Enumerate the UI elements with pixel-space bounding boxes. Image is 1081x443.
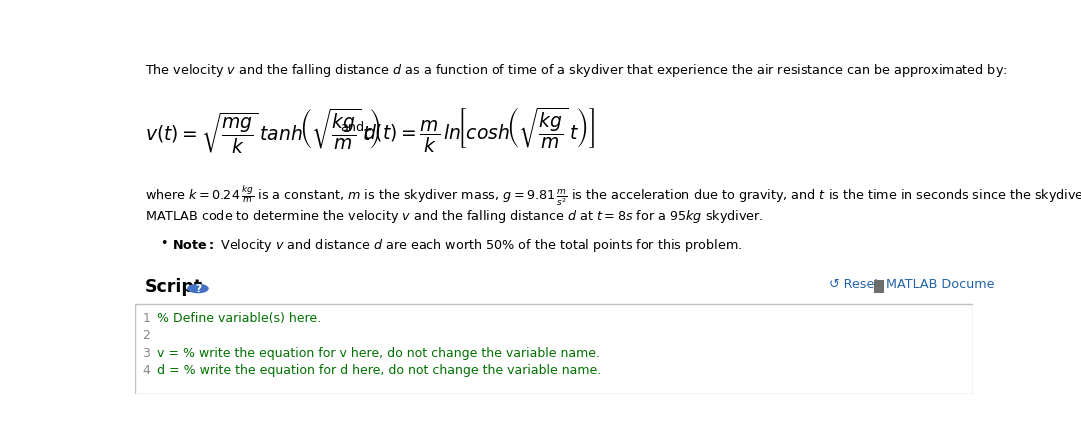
Text: % Define variable(s) here.: % Define variable(s) here. (157, 312, 321, 326)
Text: ?: ? (195, 284, 201, 294)
Text: 4: 4 (143, 364, 150, 377)
Text: 2: 2 (143, 330, 150, 342)
Text: 3: 3 (143, 346, 150, 360)
Text: Script: Script (145, 278, 203, 296)
Text: MATLAB code to determine the velocity $v$ and the falling distance $d$ at $t = 8: MATLAB code to determine the velocity $v… (145, 208, 764, 225)
Text: The velocity $v$ and the falling distance $d$ as a function of time of a skydive: The velocity $v$ and the falling distanc… (145, 62, 1007, 79)
Text: $v(t) = \sqrt{\dfrac{mg}{k}}\,\mathit{tanh}\!\left(\sqrt{\dfrac{kg}{m}}\,t\right: $v(t) = \sqrt{\dfrac{mg}{k}}\,\mathit{ta… (145, 106, 381, 155)
Text: 1: 1 (143, 312, 150, 326)
Text: •: • (160, 237, 168, 250)
Text: and: and (341, 121, 364, 134)
Text: MATLAB Docume: MATLAB Docume (885, 278, 995, 291)
Text: v = % write the equation for v here, do not change the variable name.: v = % write the equation for v here, do … (157, 346, 600, 360)
FancyBboxPatch shape (135, 304, 973, 394)
Text: d = % write the equation for d here, do not change the variable name.: d = % write the equation for d here, do … (157, 364, 601, 377)
Text: ↺ Reset: ↺ Reset (829, 278, 879, 291)
FancyBboxPatch shape (875, 280, 884, 293)
Text: $\bf{Note:}$ Velocity $v$ and distance $d$ are each worth 50% of the total point: $\bf{Note:}$ Velocity $v$ and distance $… (172, 237, 743, 254)
Circle shape (188, 284, 208, 293)
Text: $d(t) = \dfrac{m}{k}\,\mathit{ln}\!\left[\mathit{cosh}\!\left(\sqrt{\dfrac{kg}{m: $d(t) = \dfrac{m}{k}\,\mathit{ln}\!\left… (363, 106, 596, 155)
Text: where $k = 0.24\,\frac{kg}{m}$ is a constant, $m$ is the skydiver mass, $g = 9.8: where $k = 0.24\,\frac{kg}{m}$ is a cons… (145, 183, 1081, 208)
